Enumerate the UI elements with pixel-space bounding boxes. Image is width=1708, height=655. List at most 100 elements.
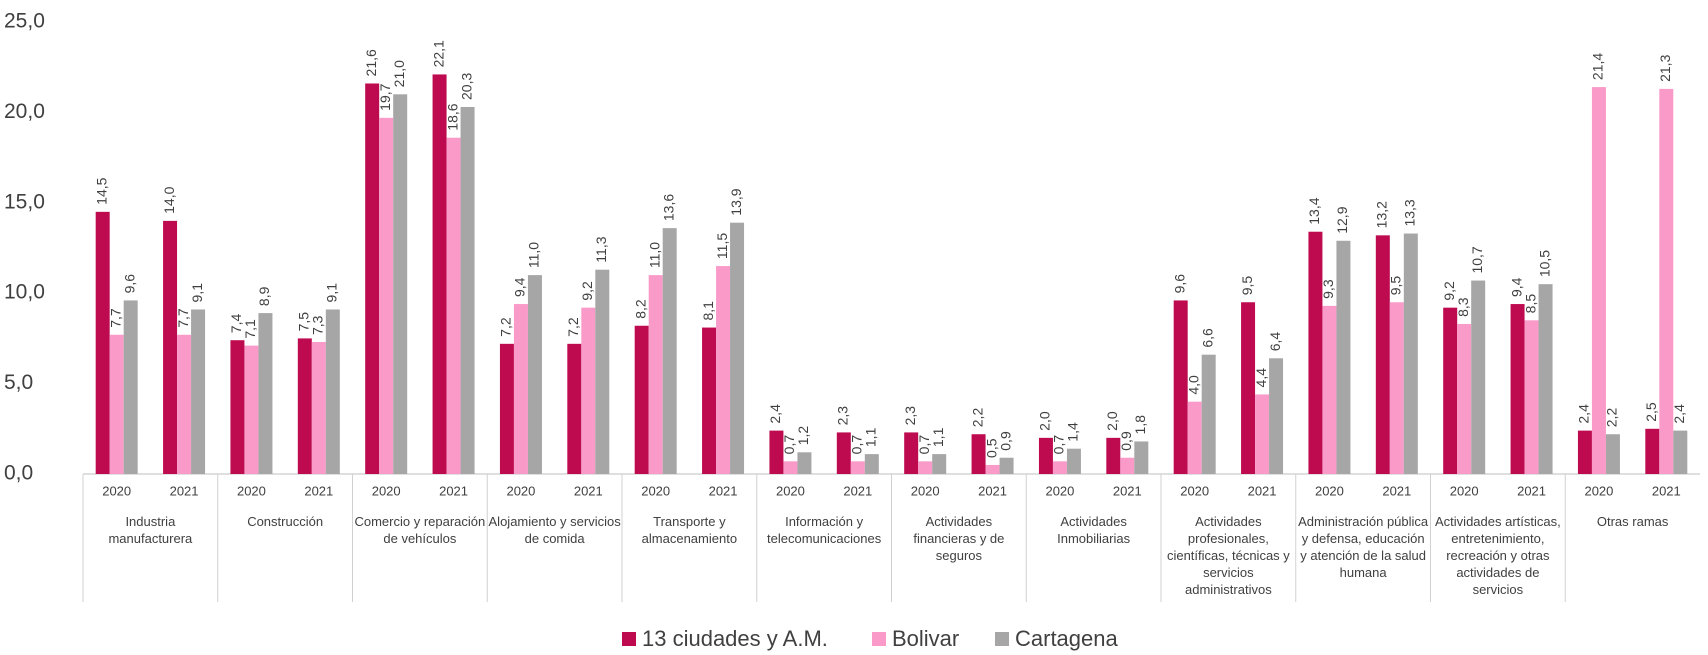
value-label: 14,5 <box>93 177 109 204</box>
bar <box>1106 437 1121 474</box>
bar <box>297 338 312 474</box>
value-label: 7,4 <box>228 314 244 334</box>
value-label: 1,2 <box>795 426 811 446</box>
value-label: 21,6 <box>363 49 379 76</box>
value-label: 2,0 <box>1104 411 1120 431</box>
group-label: Actividades financieras y de seguros <box>913 514 1005 563</box>
bar <box>1336 240 1351 474</box>
bar <box>1052 461 1067 474</box>
value-label: 2,0 <box>1037 411 1053 431</box>
value-label: 2,4 <box>767 404 783 424</box>
bar <box>1269 358 1284 474</box>
value-label: 21,3 <box>1657 54 1673 81</box>
value-label: 19,7 <box>377 83 393 110</box>
bar <box>177 334 192 474</box>
value-label: 8,1 <box>700 301 716 321</box>
bar <box>325 309 340 474</box>
value-label: 7,7 <box>107 308 123 328</box>
value-label: 13,4 <box>1306 197 1322 224</box>
bar <box>109 334 124 474</box>
bar <box>1443 307 1458 474</box>
value-label: 2,3 <box>835 406 851 426</box>
bar <box>1308 231 1323 474</box>
bar <box>460 106 475 474</box>
value-label: 13,9 <box>728 188 744 215</box>
value-label: 4,4 <box>1253 368 1269 388</box>
bar <box>1471 280 1486 474</box>
x-tick-label: 2021 <box>1517 483 1546 498</box>
y-tick-label: 20,0 <box>4 100 45 123</box>
bar <box>864 454 879 474</box>
x-tick-label: 2020 <box>641 483 670 498</box>
value-label: 10,7 <box>1469 246 1485 273</box>
bar <box>365 83 380 475</box>
x-tick-label: 2021 <box>304 483 333 498</box>
bar <box>797 452 812 474</box>
value-label: 6,6 <box>1199 328 1215 348</box>
legend-label: 13 ciudades y A.M. <box>642 626 828 651</box>
x-tick-label: 2021 <box>843 483 872 498</box>
bar <box>1134 441 1149 474</box>
bar <box>513 304 528 474</box>
bar <box>1510 304 1525 474</box>
bar <box>836 432 851 474</box>
x-tick-label: 2021 <box>978 483 1007 498</box>
bar <box>971 434 986 474</box>
group-label: Transporte y almacenamiento <box>641 514 738 546</box>
x-tick-label: 2021 <box>574 483 603 498</box>
bar <box>95 211 110 474</box>
x-tick-label: 2021 <box>1113 483 1142 498</box>
bar <box>1375 235 1390 474</box>
bar <box>258 313 273 474</box>
value-label: 9,2 <box>579 281 595 301</box>
value-label: 9,4 <box>1508 277 1524 297</box>
value-label: 11,0 <box>526 242 542 268</box>
y-tick-label: 25,0 <box>4 10 45 33</box>
legend-swatch <box>995 632 1009 646</box>
value-label: 2,3 <box>902 406 918 426</box>
bar <box>1389 302 1404 474</box>
bar <box>1201 354 1216 474</box>
bar <box>1322 305 1337 474</box>
legend-label: Cartagena <box>1015 626 1119 651</box>
bar <box>662 228 677 474</box>
x-tick-label: 2020 <box>237 483 266 498</box>
bar <box>783 461 798 474</box>
x-tick-label: 2020 <box>1450 483 1479 498</box>
value-label: 7,2 <box>565 317 581 337</box>
value-label: 21,0 <box>391 60 407 87</box>
bar <box>1645 428 1660 474</box>
bar <box>191 309 206 474</box>
bar <box>311 342 326 474</box>
y-tick-label: 10,0 <box>4 281 45 304</box>
bar <box>985 464 1000 474</box>
value-label: 8,9 <box>256 286 272 306</box>
x-tick-label: 2020 <box>1180 483 1209 498</box>
bar <box>932 454 947 474</box>
value-label: 2,4 <box>1671 404 1687 424</box>
value-label: 0,9 <box>1118 431 1134 451</box>
group-label: Información y telecomunicaciones <box>767 514 882 546</box>
x-tick-label: 2021 <box>709 483 738 498</box>
bar <box>230 340 245 474</box>
bar <box>393 94 408 474</box>
value-label: 9,6 <box>1171 274 1187 294</box>
value-label: 20,3 <box>458 73 474 100</box>
value-label: 9,4 <box>512 277 528 297</box>
value-label: 9,2 <box>1441 281 1457 301</box>
bar <box>527 275 542 474</box>
value-label: 10,5 <box>1536 250 1552 277</box>
bar <box>379 117 394 474</box>
bar <box>1120 457 1135 474</box>
bar <box>1066 448 1081 474</box>
value-label: 1,1 <box>930 427 946 447</box>
value-label: 8,5 <box>1522 294 1538 314</box>
value-label: 7,5 <box>296 312 312 332</box>
bar <box>1577 430 1592 474</box>
bar <box>1538 284 1553 474</box>
bar <box>1255 394 1270 474</box>
bar <box>1241 302 1256 474</box>
value-label: 6,4 <box>1267 332 1283 352</box>
bar <box>702 327 717 474</box>
